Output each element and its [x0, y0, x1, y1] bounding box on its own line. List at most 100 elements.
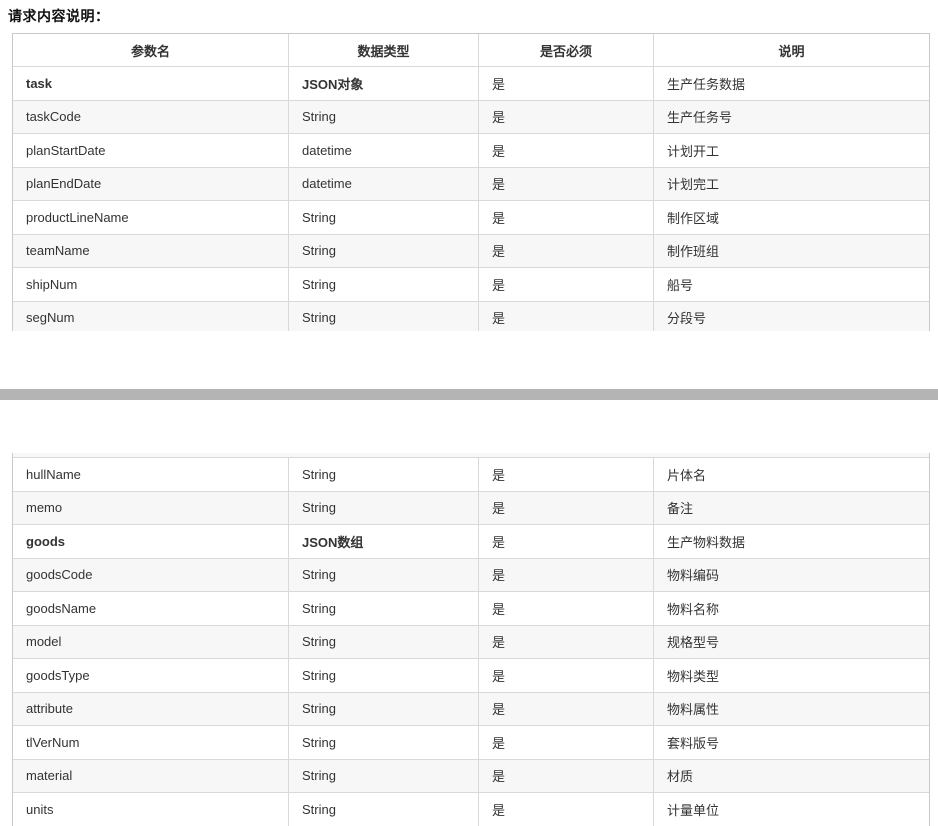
cell-description: 物料属性: [654, 693, 929, 726]
cell-data-type: datetime: [289, 167, 479, 201]
cell-description: 片体名: [654, 458, 929, 492]
cell-data-type: String: [289, 625, 479, 659]
cell-required: 是: [479, 301, 654, 331]
cell-param-name: goodsType: [13, 659, 289, 693]
table-row: goodsName String 是物料名称: [13, 592, 929, 626]
table-row: hullName String 是片体名: [13, 458, 929, 492]
cell-required: 是: [479, 625, 654, 659]
table-row: material String 是材质: [13, 759, 929, 793]
cell-param-name: hullName: [13, 458, 289, 492]
column-header-description: 说明: [654, 34, 929, 67]
cell-required: 是: [479, 100, 654, 134]
cell-param-name: productLineName: [13, 201, 289, 235]
column-header-data-type: 数据类型: [289, 34, 479, 67]
cell-param-name: model: [13, 625, 289, 659]
cell-data-type: String: [289, 692, 479, 726]
cell-param-name: memo: [13, 491, 289, 525]
request-params-table-continued: hullName String 是片体名 memo String 是备注 goods JSON…: [12, 453, 930, 826]
cell-required: 是: [479, 692, 654, 726]
cell-param-name: material: [13, 759, 289, 793]
cell-description: 生产任务数据: [654, 67, 929, 101]
cell-description: 计划开工: [654, 134, 929, 168]
cell-required: 是: [479, 726, 654, 760]
cell-param-name: segNum: [13, 301, 289, 331]
cell-data-type: String: [289, 458, 479, 492]
cell-param-name: task: [13, 67, 289, 101]
cell-description: 计划完工: [654, 168, 929, 201]
cell-description: 备注: [654, 492, 929, 525]
cell-data-type: String: [289, 491, 479, 525]
cell-data-type: String: [289, 301, 479, 331]
cell-data-type: String: [289, 726, 479, 760]
table-row: goods JSON数组是生产物料数据: [13, 525, 929, 559]
request-params-table: 参数名 数据类型 是否必须 说明 task JSON对象是生产任务数据 taskCo…: [12, 33, 930, 331]
cell-param-name: attribute: [13, 692, 289, 726]
cell-required: 是: [479, 134, 654, 168]
cell-param-name: taskCode: [13, 100, 289, 134]
table-body: task JSON对象是生产任务数据 taskCode String 是生产任务号 pla…: [13, 67, 929, 331]
cell-data-type: String: [289, 592, 479, 626]
cell-description: 规格型号: [654, 626, 929, 659]
table-row: shipNum String 是船号: [13, 268, 929, 302]
cell-required: 是: [479, 592, 654, 626]
page-title: 请求内容说明：: [8, 8, 110, 24]
cell-description: 制作班组: [654, 235, 929, 268]
cell-description: 分段号: [654, 302, 929, 332]
table-body: hullName String 是片体名 memo String 是备注 goods JSON…: [13, 458, 929, 826]
table-row: productLineName String 是制作区域: [13, 201, 929, 235]
table-row: teamName String 是制作班组: [13, 234, 929, 268]
table-row: planEndDate datetime 是计划完工: [13, 167, 929, 201]
cell-data-type: String: [289, 558, 479, 592]
table-row: planStartDate datetime 是计划开工: [13, 134, 929, 168]
cell-required: 是: [479, 201, 654, 235]
page-break-divider: [0, 389, 938, 400]
cell-param-name: shipNum: [13, 268, 289, 302]
cell-description: 物料类型: [654, 659, 929, 693]
cell-description: 材质: [654, 760, 929, 793]
table-row: goodsType String 是物料类型: [13, 659, 929, 693]
cell-description: 物料编码: [654, 559, 929, 592]
cell-data-type: String: [289, 268, 479, 302]
cell-data-type: String: [289, 659, 479, 693]
cell-required: 是: [479, 659, 654, 693]
cell-param-name: goodsCode: [13, 558, 289, 592]
table-row: memo String 是备注: [13, 491, 929, 525]
cell-required: 是: [479, 67, 654, 101]
cell-param-name: planStartDate: [13, 134, 289, 168]
cell-param-name: teamName: [13, 234, 289, 268]
cell-param-name: planEndDate: [13, 167, 289, 201]
cell-required: 是: [479, 793, 654, 826]
cell-data-type: datetime: [289, 134, 479, 168]
cell-data-type: String: [289, 793, 479, 826]
cell-data-type: String: [289, 100, 479, 134]
cell-data-type: String: [289, 759, 479, 793]
table-row: model String 是规格型号: [13, 625, 929, 659]
table-row: task JSON对象是生产任务数据: [13, 67, 929, 101]
cell-data-type: JSON对象: [289, 67, 479, 101]
cell-required: 是: [479, 759, 654, 793]
cell-data-type: String: [289, 201, 479, 235]
table-row: tlVerNum String 是套料版号: [13, 726, 929, 760]
cell-required: 是: [479, 234, 654, 268]
cell-data-type: String: [289, 234, 479, 268]
cell-required: 是: [479, 558, 654, 592]
cell-required: 是: [479, 525, 654, 559]
cell-description: 计量单位: [654, 793, 929, 826]
cell-description: 船号: [654, 268, 929, 302]
cell-required: 是: [479, 167, 654, 201]
cell-description: 套料版号: [654, 726, 929, 760]
cell-data-type: JSON数组: [289, 525, 479, 559]
cell-required: 是: [479, 458, 654, 492]
table-row: taskCode String 是生产任务号: [13, 100, 929, 134]
column-header-param-name: 参数名: [13, 34, 289, 67]
column-header-required: 是否必须: [479, 34, 654, 67]
table-row: segNum String 是分段号: [13, 301, 929, 332]
cell-param-name: units: [13, 793, 289, 826]
cell-description: 物料名称: [654, 592, 929, 626]
clipped-row-remnant: [13, 453, 929, 458]
table-row: units String 是计量单位: [13, 793, 929, 826]
table-header-row: 参数名 数据类型 是否必须 说明: [13, 34, 929, 67]
cell-description: 生产物料数据: [654, 525, 929, 559]
cell-required: 是: [479, 268, 654, 302]
cell-param-name: tlVerNum: [13, 726, 289, 760]
